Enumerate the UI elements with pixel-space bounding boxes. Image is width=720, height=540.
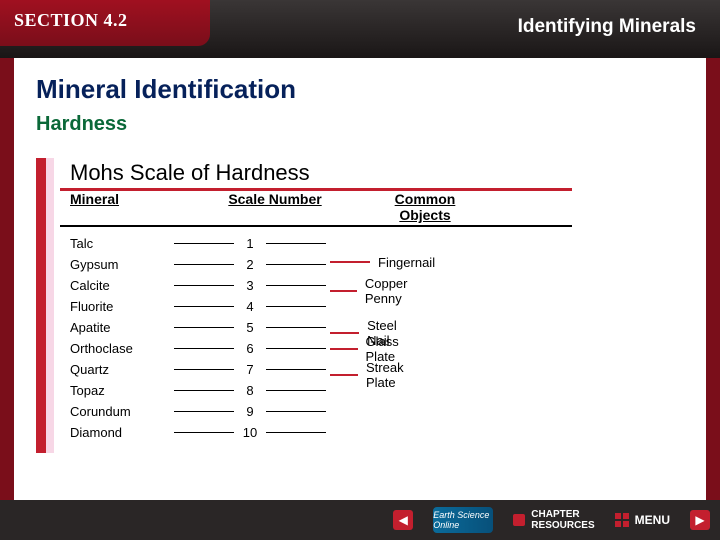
content-subtitle: Hardness [36,113,684,136]
scale-number: 5 [238,320,262,335]
accent-bar-red [36,158,46,453]
mineral-name: Orthoclase [70,341,170,356]
earth-science-online-badge[interactable]: Earth Science Online [433,507,493,533]
dash-right [266,432,326,433]
dash-right [266,348,326,349]
mineral-name: Quartz [70,362,170,377]
object-label: Fingernail [378,255,435,270]
mohs-rows: Talc 1 Gypsum 2 Calcite 3 Fluorite 4 Apa… [70,233,572,443]
mineral-name: Talc [70,236,170,251]
object-dash [330,332,359,334]
mineral-name: Corundum [70,404,170,419]
mohs-title: Mohs Scale of Hardness [70,160,572,186]
mohs-row: Calcite 3 [70,275,572,296]
object-dash [330,348,358,350]
scale-number: 9 [238,404,262,419]
scale-number: 3 [238,278,262,293]
dash-left [174,390,234,391]
mineral-name: Apatite [70,320,170,335]
dash-left [174,285,234,286]
menu-icon [615,513,629,527]
dash-right [266,264,326,265]
dash-right [266,369,326,370]
mohs-row: Topaz 8 [70,380,572,401]
scale-number: 4 [238,299,262,314]
prev-button[interactable]: ◀ [393,510,413,530]
mineral-name: Calcite [70,278,170,293]
dash-left [174,243,234,244]
dash-left [174,369,234,370]
next-button[interactable]: ▶ [690,510,710,530]
scale-number: 7 [238,362,262,377]
mineral-name: Gypsum [70,257,170,272]
dash-right [266,411,326,412]
header-objects: CommonObjects [350,191,500,223]
common-object-row: Streak Plate [330,360,416,390]
mohs-row: Quartz 7 [70,359,572,380]
dash-right [266,327,326,328]
scale-number: 10 [238,425,262,440]
scale-number: 8 [238,383,262,398]
chapter-icon [513,514,525,526]
mohs-row: Apatite 5 [70,317,572,338]
scale-number: 2 [238,257,262,272]
accent-bar-pink [46,158,54,453]
object-label: Copper Penny [365,276,421,306]
object-dash [330,374,358,376]
mohs-row: Diamond 10 [70,422,572,443]
content-title: Mineral Identification [36,74,684,105]
content-area: Mineral Identification Hardness Mohs Sca… [14,58,706,500]
object-label: Streak Plate [366,360,416,390]
mineral-name: Diamond [70,425,170,440]
object-dash [330,290,357,292]
mineral-name: Fluorite [70,299,170,314]
mohs-row: Gypsum 2 [70,254,572,275]
scale-number: 1 [238,236,262,251]
menu-button[interactable]: MENU [615,513,670,527]
divider-black [60,225,572,227]
common-object-row: Fingernail [330,255,435,270]
common-object-row: Copper Penny [330,276,421,306]
dash-left [174,348,234,349]
dash-left [174,411,234,412]
dash-right [266,285,326,286]
dash-left [174,432,234,433]
topic-title: Identifying Minerals [518,16,696,38]
dash-right [266,390,326,391]
dash-left [174,264,234,265]
header-mineral: Mineral [70,191,200,223]
mohs-row: Fluorite 4 [70,296,572,317]
chapter-resources-button[interactable]: CHAPTERRESOURCES [513,509,594,531]
dash-right [266,306,326,307]
dash-right [266,243,326,244]
scale-number: 6 [238,341,262,356]
section-tab: SECTION 4.2 [0,0,210,46]
mohs-card: Mohs Scale of Hardness Mineral Scale Num… [36,152,596,459]
mohs-row: Talc 1 [70,233,572,254]
mohs-row: Corundum 9 [70,401,572,422]
mohs-row: Orthoclase 6 [70,338,572,359]
object-dash [330,261,370,263]
dash-left [174,327,234,328]
slide-root: SECTION 4.2 Identifying Minerals Mineral… [0,0,720,540]
dash-left [174,306,234,307]
mineral-name: Topaz [70,383,170,398]
footer-bar: ◀ Earth Science Online CHAPTERRESOURCES … [0,500,720,540]
header-scale: Scale Number [200,191,350,223]
mohs-headers: Mineral Scale Number CommonObjects [70,191,572,223]
